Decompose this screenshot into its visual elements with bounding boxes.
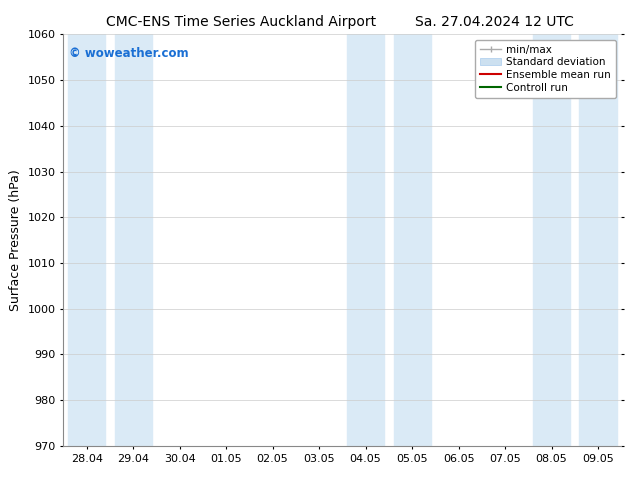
Bar <box>394 34 430 446</box>
Bar <box>68 34 105 446</box>
Text: © woweather.com: © woweather.com <box>69 47 188 60</box>
Text: CMC-ENS Time Series Auckland Airport: CMC-ENS Time Series Auckland Airport <box>106 15 376 29</box>
Legend: min/max, Standard deviation, Ensemble mean run, Controll run: min/max, Standard deviation, Ensemble me… <box>475 40 616 98</box>
Bar <box>347 34 384 446</box>
Y-axis label: Surface Pressure (hPa): Surface Pressure (hPa) <box>9 169 22 311</box>
Text: Sa. 27.04.2024 12 UTC: Sa. 27.04.2024 12 UTC <box>415 15 574 29</box>
Bar <box>533 34 570 446</box>
Bar <box>115 34 152 446</box>
Bar <box>579 34 617 446</box>
